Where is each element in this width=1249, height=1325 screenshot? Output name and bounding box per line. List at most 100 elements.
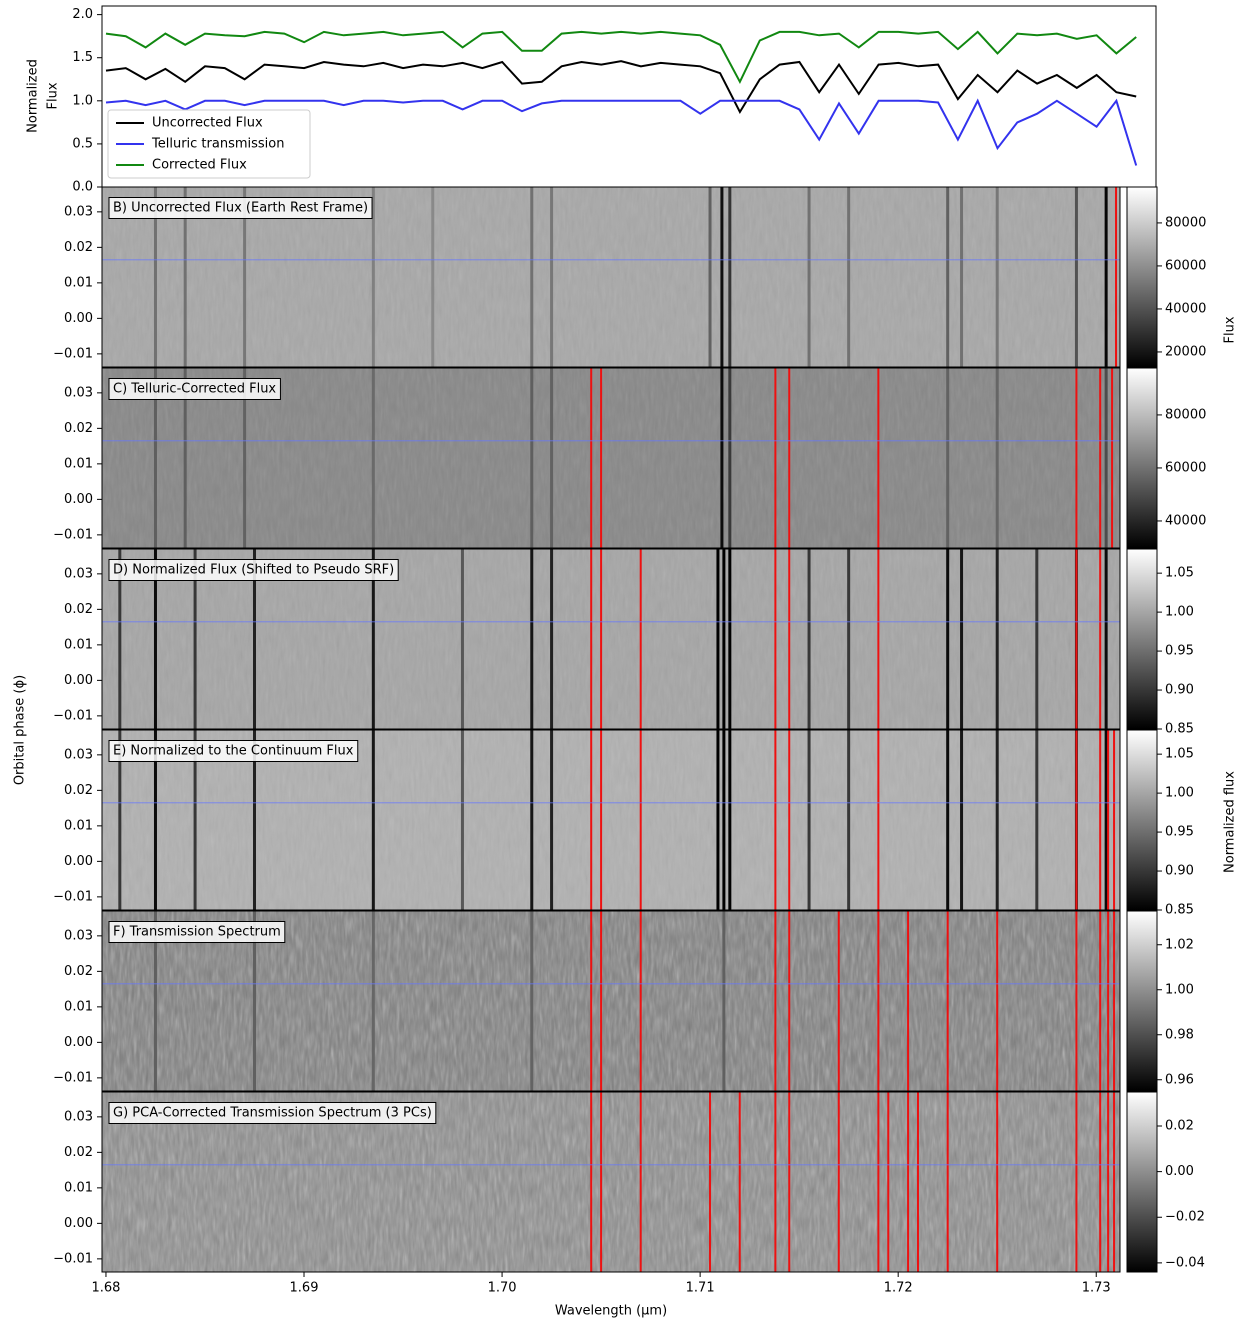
y-tick-label: 0.00 <box>64 673 93 688</box>
legend-label: Corrected Flux <box>152 158 247 173</box>
panel-label: D) Normalized Flux (Shifted to Pseudo SR… <box>113 563 394 578</box>
y-tick-label: 0.03 <box>64 928 93 943</box>
colorbar-tick-label: 1.00 <box>1165 982 1194 997</box>
colorbar-label: Normalized flux <box>1223 771 1238 873</box>
colorbar-tick-label: 1.05 <box>1165 747 1194 762</box>
y-tick-label: 0.01 <box>64 1180 93 1195</box>
series-line <box>105 30 1137 85</box>
plot-frame <box>101 1091 1121 1273</box>
y-tick-label: 0.02 <box>64 602 93 617</box>
y-tick-label: 1.0 <box>72 93 93 108</box>
colorbar-tick-label: 0.95 <box>1165 644 1194 659</box>
colorbar <box>1126 186 1158 368</box>
colorbar <box>1126 548 1158 730</box>
y-tick-label: 0.00 <box>64 1035 93 1050</box>
colorbar <box>1126 1091 1158 1273</box>
legend-box <box>107 109 311 179</box>
legend-label: Telluric transmission <box>151 137 284 152</box>
colorbar-label: Flux <box>1223 316 1238 343</box>
y-tick-label: 0.02 <box>64 1145 93 1160</box>
colorbar-tick-label: 1.00 <box>1165 786 1194 801</box>
panel-label: F) Transmission Spectrum <box>113 925 281 940</box>
colorbar-tick-label: 80000 <box>1165 215 1206 230</box>
colorbar-tick-label: 1.02 <box>1165 937 1194 952</box>
y-tick-label: −0.01 <box>53 708 93 723</box>
panel-label-box <box>108 378 281 400</box>
panel-label-box <box>108 197 373 219</box>
y-tick-label: −0.01 <box>53 527 93 542</box>
y-tick-label: 0.5 <box>72 136 93 151</box>
colorbar-tick-label: 0.95 <box>1165 825 1194 840</box>
y-tick-label: 1.5 <box>72 50 93 65</box>
x-tick-label: 1.68 <box>91 1281 120 1296</box>
colorbar-tick-label: 0.96 <box>1165 1072 1194 1087</box>
colorbar-tick-label: 0.98 <box>1165 1027 1194 1042</box>
y-tick-label: 0.03 <box>64 204 93 219</box>
colorbar-tick-label: 1.00 <box>1165 605 1194 620</box>
colorbar-tick-label: 60000 <box>1165 258 1206 273</box>
y-tick-label: 0.02 <box>64 421 93 436</box>
plot-frame <box>101 367 1121 549</box>
colorbar <box>1126 367 1158 549</box>
y-axis-label: Flux <box>46 82 61 109</box>
y-tick-label: 0.01 <box>64 456 93 471</box>
x-tick-label: 1.69 <box>290 1281 319 1296</box>
plot-frame <box>101 910 1121 1092</box>
y-tick-label: 0.01 <box>64 818 93 833</box>
x-tick-label: 1.73 <box>1082 1281 1111 1296</box>
colorbar-tick-label: 40000 <box>1165 513 1206 528</box>
x-axis-label: Wavelength (μm) <box>555 1304 667 1319</box>
y-tick-label: 0.02 <box>64 240 93 255</box>
colorbar-tick-label: 1.05 <box>1165 566 1194 581</box>
x-tick-label: 1.71 <box>686 1281 715 1296</box>
y-axis-label: Normalized <box>26 59 41 133</box>
colorbar-tick-label: 0.90 <box>1165 683 1194 698</box>
y-tick-label: 0.03 <box>64 747 93 762</box>
panel-label-box <box>108 921 286 943</box>
y-tick-label: 2.0 <box>72 7 93 22</box>
colorbar-tick-label: 40000 <box>1165 301 1206 316</box>
colorbar-tick-label: 0.85 <box>1165 903 1194 918</box>
y-tick-label: −0.01 <box>53 1070 93 1085</box>
y-tick-label: 0.03 <box>64 1109 93 1124</box>
series-line <box>105 60 1137 115</box>
colorbar-tick-label: 20000 <box>1165 344 1206 359</box>
panel-label: C) Telluric-Corrected Flux <box>113 382 276 397</box>
panel-label-box <box>108 559 399 581</box>
y-tick-label: 0.00 <box>64 1216 93 1231</box>
y-axis-label: Orbital phase (ϕ) <box>13 675 28 785</box>
y-tick-label: 0.03 <box>64 385 93 400</box>
panel-label-box <box>108 1102 437 1124</box>
colorbar-tick-label: −0.04 <box>1165 1255 1205 1270</box>
y-tick-label: 0.00 <box>64 854 93 869</box>
x-tick-label: 1.70 <box>488 1281 517 1296</box>
panel-label: E) Normalized to the Continuum Flux <box>113 744 354 759</box>
panel-label-box <box>108 740 359 762</box>
y-tick-label: −0.01 <box>53 889 93 904</box>
colorbar <box>1126 910 1158 1092</box>
x-tick-label: 1.72 <box>884 1281 913 1296</box>
plot-frame <box>101 548 1121 730</box>
y-tick-label: 0.00 <box>64 311 93 326</box>
colorbar-tick-label: 60000 <box>1165 460 1206 475</box>
y-tick-label: 0.01 <box>64 637 93 652</box>
colorbar-tick-label: 80000 <box>1165 407 1206 422</box>
series-line <box>105 98 1138 166</box>
y-tick-label: −0.01 <box>53 1251 93 1266</box>
y-tick-label: 0.01 <box>64 275 93 290</box>
y-tick-label: −0.01 <box>53 346 93 361</box>
colorbar-tick-label: 0.90 <box>1165 864 1194 879</box>
colorbar-tick-label: 0.00 <box>1165 1164 1194 1179</box>
colorbar <box>1126 729 1158 911</box>
colorbar-tick-label: 0.02 <box>1165 1118 1194 1133</box>
y-tick-label: 0.02 <box>64 783 93 798</box>
plot-frame <box>101 186 1121 368</box>
plot-frame <box>101 729 1121 911</box>
legend-label: Uncorrected Flux <box>152 116 263 131</box>
panel-label: B) Uncorrected Flux (Earth Rest Frame) <box>113 201 368 216</box>
colorbar-tick-label: −0.02 <box>1165 1210 1205 1225</box>
y-tick-label: 0.02 <box>64 964 93 979</box>
y-tick-label: 0.0 <box>72 180 93 195</box>
y-tick-label: 0.01 <box>64 999 93 1014</box>
